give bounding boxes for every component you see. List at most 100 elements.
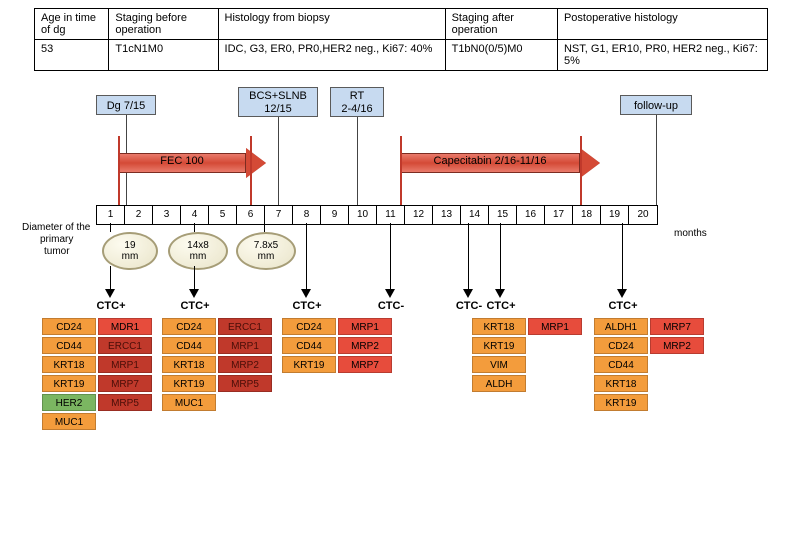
ctc-leader — [468, 223, 469, 289]
timeline: 1234567891011121314151617181920 — [96, 205, 658, 225]
marker-chip: MRP1 — [98, 356, 152, 373]
table-cell: Staging after operation — [445, 9, 557, 40]
ctc-status-label: CTC- — [368, 300, 414, 312]
tumor-size-ellipse: 7.8x5mm — [236, 232, 296, 270]
treatment-bracket-line — [118, 136, 120, 205]
marker-chip: KRT19 — [162, 375, 216, 392]
marker-chip: MRP2 — [650, 337, 704, 354]
timeline-cell: 8 — [293, 206, 321, 224]
event-leader-rt — [357, 117, 358, 205]
event-box-bcs: BCS+SLNB12/15 — [238, 87, 318, 117]
arrowhead-down-icon — [617, 289, 627, 298]
table-cell: NST, G1, ER10, PR0, HER2 neg., Ki67: 5% — [557, 40, 767, 71]
marker-chip: KRT19 — [472, 337, 526, 354]
marker-chip: ERCC1 — [98, 337, 152, 354]
marker-chip: CD24 — [162, 318, 216, 335]
marker-chip: MRP7 — [98, 375, 152, 392]
timeline-cell: 10 — [349, 206, 377, 224]
timeline-cell: 9 — [321, 206, 349, 224]
table-cell: Postoperative histology — [557, 9, 767, 40]
ctc-status-label: CTC+ — [284, 300, 330, 312]
marker-chip: MRP1 — [338, 318, 392, 335]
timeline-cell: 13 — [433, 206, 461, 224]
treatment-arrow-cap: Capecitabin 2/16-11/16 — [400, 148, 600, 178]
treatment-label: FEC 100 — [123, 155, 241, 167]
timeline-cell: 12 — [405, 206, 433, 224]
tumor-size-ellipse: 19mm — [102, 232, 158, 270]
arrowhead-down-icon — [495, 289, 505, 298]
ctc-status-label: CTC+ — [600, 300, 646, 312]
ctc-status-label: CTC+ — [172, 300, 218, 312]
event-box-dg: Dg 7/15 — [96, 95, 156, 115]
ctc-leader — [622, 223, 623, 289]
marker-chip: KRT18 — [42, 356, 96, 373]
table-cell: Histology from biopsy — [218, 9, 445, 40]
timeline-cell: 16 — [517, 206, 545, 224]
event-leader-bcs — [278, 117, 279, 205]
patient-table: Age in time of dgStaging before operatio… — [34, 8, 768, 71]
marker-chip: MDR1 — [98, 318, 152, 335]
event-leader-follow — [656, 115, 657, 205]
tumor-diameter-label: Diameter of the — [22, 222, 102, 233]
marker-chip: MRP5 — [98, 394, 152, 411]
marker-chip: ALDH — [472, 375, 526, 392]
marker-chip: VIM — [472, 356, 526, 373]
marker-chip: MRP2 — [338, 337, 392, 354]
marker-chip: MRP2 — [218, 356, 272, 373]
timeline-cell: 5 — [209, 206, 237, 224]
marker-chip: KRT19 — [42, 375, 96, 392]
timeline-cell: 19 — [601, 206, 629, 224]
tumor-size-ellipse: 14x8mm — [168, 232, 228, 270]
table-cell: T1bN0(0/5)M0 — [445, 40, 557, 71]
marker-chip: MUC1 — [162, 394, 216, 411]
table-row: Age in time of dgStaging before operatio… — [35, 9, 768, 40]
timeline-cell: 20 — [629, 206, 657, 224]
treatment-arrow-fec: FEC 100 — [118, 148, 266, 178]
timeline-cell: 3 — [153, 206, 181, 224]
timeline-cell: 15 — [489, 206, 517, 224]
ctc-leader — [194, 266, 195, 289]
timeline-cell: 6 — [237, 206, 265, 224]
ctc-leader — [264, 223, 265, 232]
marker-chip: MRP1 — [528, 318, 582, 335]
table-cell: Staging before operation — [109, 9, 218, 40]
months-label: months — [674, 228, 707, 239]
table-row: 53T1cN1M0IDC, G3, ER0, PR0,HER2 neg., Ki… — [35, 40, 768, 71]
table-cell: T1cN1M0 — [109, 40, 218, 71]
timeline-cell: 17 — [545, 206, 573, 224]
timeline-cell: 11 — [377, 206, 405, 224]
marker-chip: HER2 — [42, 394, 96, 411]
marker-chip: MRP5 — [218, 375, 272, 392]
table-cell: Age in time of dg — [35, 9, 109, 40]
timeline-cell: 4 — [181, 206, 209, 224]
treatment-label: Capecitabin 2/16-11/16 — [405, 155, 575, 167]
marker-chip: MRP1 — [218, 337, 272, 354]
ctc-status-label: CTC+ — [478, 300, 524, 312]
table-cell: 53 — [35, 40, 109, 71]
marker-chip: KRT18 — [472, 318, 526, 335]
marker-chip: CD44 — [282, 337, 336, 354]
marker-chip: CD44 — [594, 356, 648, 373]
marker-chip: MRP7 — [650, 318, 704, 335]
arrowhead-down-icon — [105, 289, 115, 298]
treatment-bracket-line — [580, 136, 582, 205]
arrowhead-down-icon — [385, 289, 395, 298]
treatment-bracket-line — [400, 136, 402, 205]
marker-chip: KRT18 — [594, 375, 648, 392]
marker-chip: CD24 — [594, 337, 648, 354]
marker-chip: KRT19 — [282, 356, 336, 373]
ctc-leader — [306, 223, 307, 289]
marker-chip: CD44 — [42, 337, 96, 354]
marker-chip: CD24 — [42, 318, 96, 335]
marker-chip: ALDH1 — [594, 318, 648, 335]
marker-chip: MUC1 — [42, 413, 96, 430]
ctc-leader — [500, 223, 501, 289]
event-box-rt: RT2-4/16 — [330, 87, 384, 117]
marker-chip: KRT18 — [162, 356, 216, 373]
table-cell: IDC, G3, ER0, PR0,HER2 neg., Ki67: 40% — [218, 40, 445, 71]
marker-chip: CD24 — [282, 318, 336, 335]
treatment-bracket-line — [250, 136, 252, 205]
marker-chip: ERCC1 — [218, 318, 272, 335]
timeline-cell: 7 — [265, 206, 293, 224]
timeline-cell: 18 — [573, 206, 601, 224]
